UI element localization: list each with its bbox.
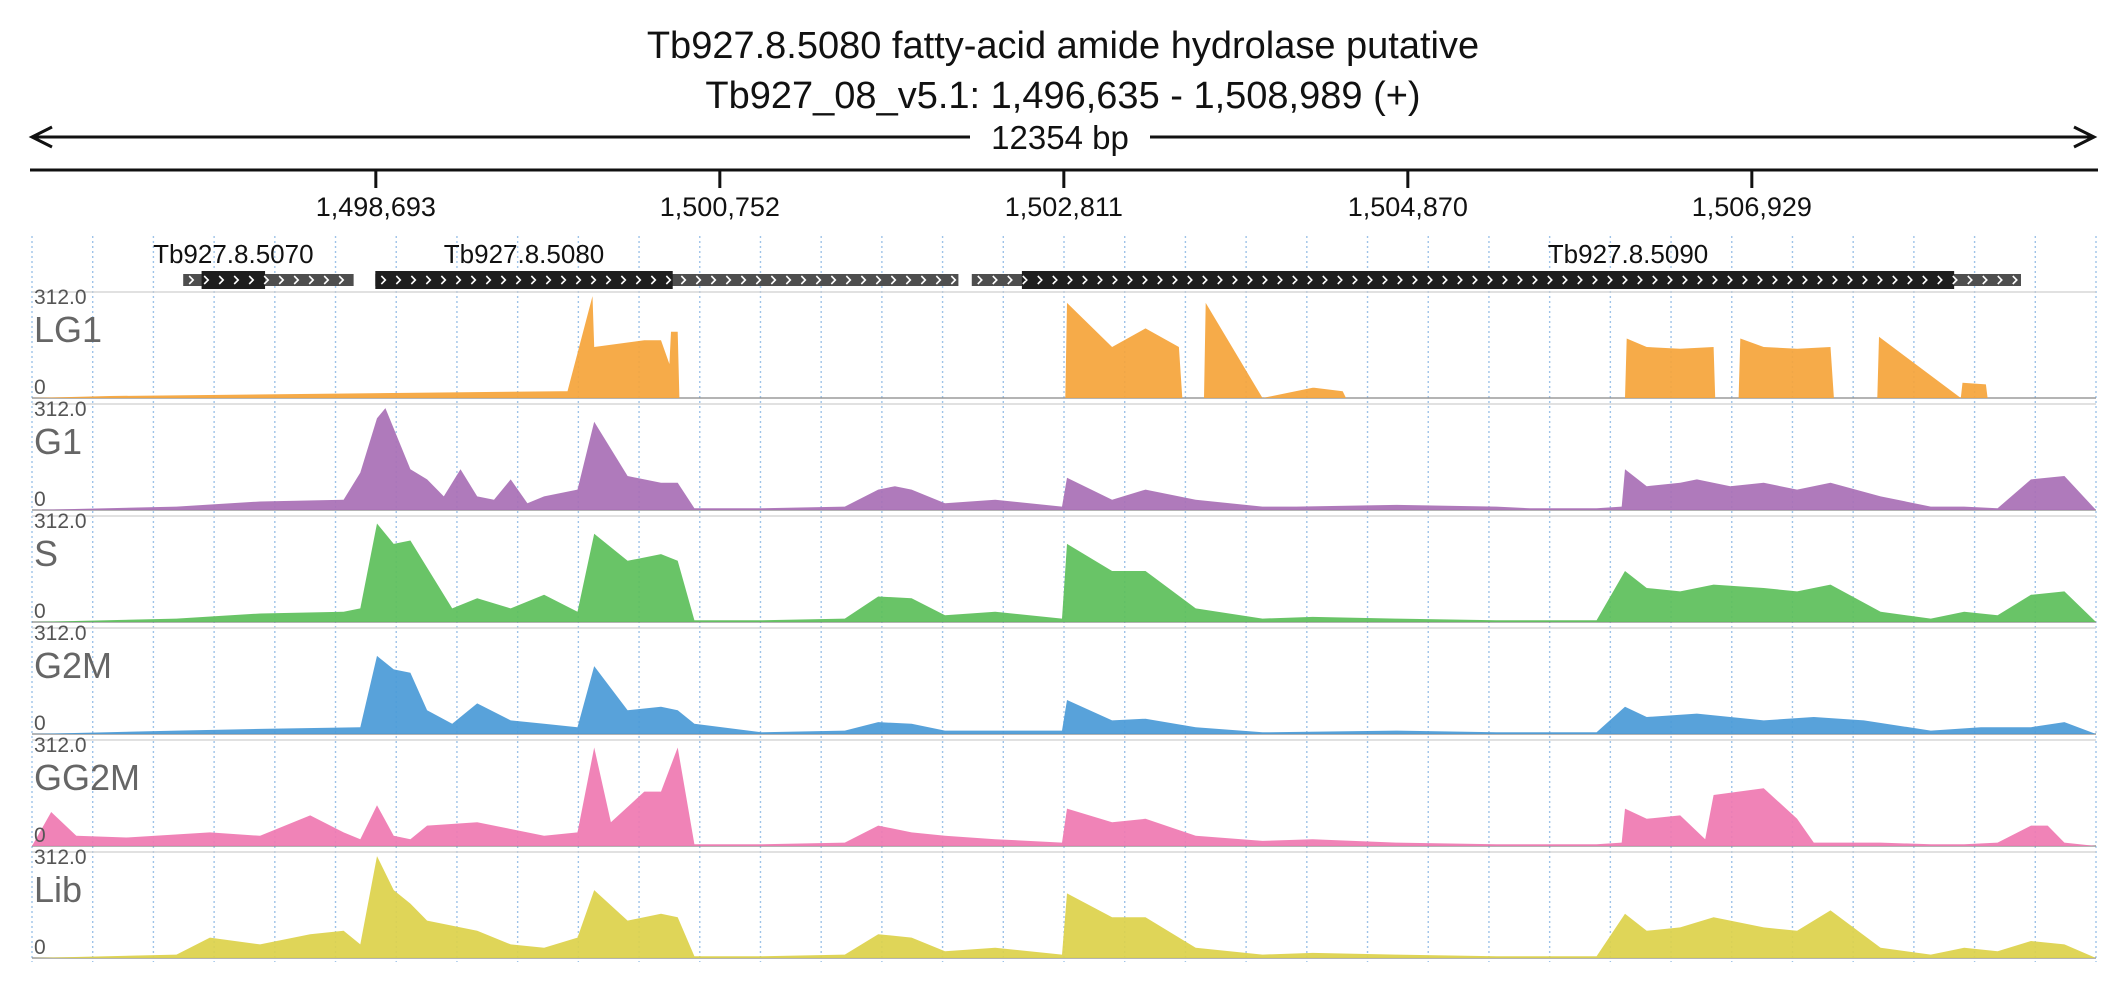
gene-models: Tb927.8.5070 Tb927.8.5080 Tb927.8.5090: [153, 239, 2021, 289]
gene-model: Tb927.8.5080: [375, 239, 959, 289]
gene-model: Tb927.8.5090: [971, 239, 2021, 289]
strand-arrow-icon: [977, 275, 2018, 285]
coverage-area: [32, 747, 2096, 846]
strand-arrow-icon: [380, 275, 957, 285]
gene-label: Tb927.8.5070: [153, 239, 313, 269]
track-min-label: 0: [34, 936, 46, 959]
track-min-label: 0: [34, 712, 46, 735]
strand-arrow-icon: [188, 275, 345, 285]
track-max-label: 312.0: [34, 286, 87, 309]
coverage-area: [32, 523, 2096, 622]
track-name: LG1: [34, 309, 102, 350]
gene-cds: [1021, 271, 1955, 289]
track-name: S: [34, 533, 58, 574]
coverage-track: 312.0G1 0: [32, 398, 2096, 511]
gene-model: Tb927.8.5070: [153, 239, 354, 289]
coverage-tracks: 312.0LG10312.0G10312.0S0312.0G2M0312.0GG…: [32, 286, 2096, 959]
track-max-label: 312.0: [34, 510, 87, 533]
track-name: G2M: [34, 645, 112, 686]
coverage-track: 312.0S 0: [32, 510, 2096, 623]
coverage-area: [32, 296, 2096, 398]
track-max-label: 312.0: [34, 622, 87, 645]
axis-tick-label: 1,504,870: [1348, 192, 1468, 222]
coverage-area: [32, 408, 2096, 510]
gene-label: Tb927.8.5090: [1548, 239, 1708, 269]
track-max-label: 312.0: [34, 398, 87, 421]
coverage-area: [32, 856, 2096, 958]
track-min-label: 0: [34, 824, 46, 847]
axis-tick-label: 1,506,929: [1692, 192, 1812, 222]
span-arrow-right-icon: [2073, 125, 2098, 149]
track-name: G1: [34, 421, 82, 462]
chart-title: Tb927.8.5080 fatty-acid amide hydrolase …: [647, 25, 1479, 67]
coverage-area: [32, 655, 2096, 734]
gene-cds: [375, 271, 673, 289]
axis-tick-label: 1,502,811: [1005, 192, 1123, 222]
span-arrow-left-icon: [28, 125, 53, 149]
track-max-label: 312.0: [34, 734, 87, 757]
track-min-label: 0: [34, 600, 46, 623]
chart-subtitle: Tb927_08_v5.1: 1,496,635 - 1,508,989 (+): [705, 75, 1420, 117]
span-indicator: 12354 bp: [28, 119, 2098, 156]
axis-tick-label: 1,498,693: [316, 192, 436, 222]
track-name: GG2M: [34, 757, 140, 798]
track-name: Lib: [34, 869, 82, 910]
track-min-label: 0: [34, 488, 46, 511]
coordinate-axis-ticks: 1,498,693 1,500,752 1,502,811 1,504,870 1,50…: [316, 170, 1812, 222]
track-min-label: 0: [34, 376, 46, 399]
track-max-label: 312.0: [34, 846, 87, 869]
gene-label: Tb927.8.5080: [444, 239, 604, 269]
gene-cds: [201, 271, 266, 289]
axis-tick-label: 1,500,752: [660, 192, 780, 222]
span-label: 12354 bp: [991, 119, 1129, 156]
